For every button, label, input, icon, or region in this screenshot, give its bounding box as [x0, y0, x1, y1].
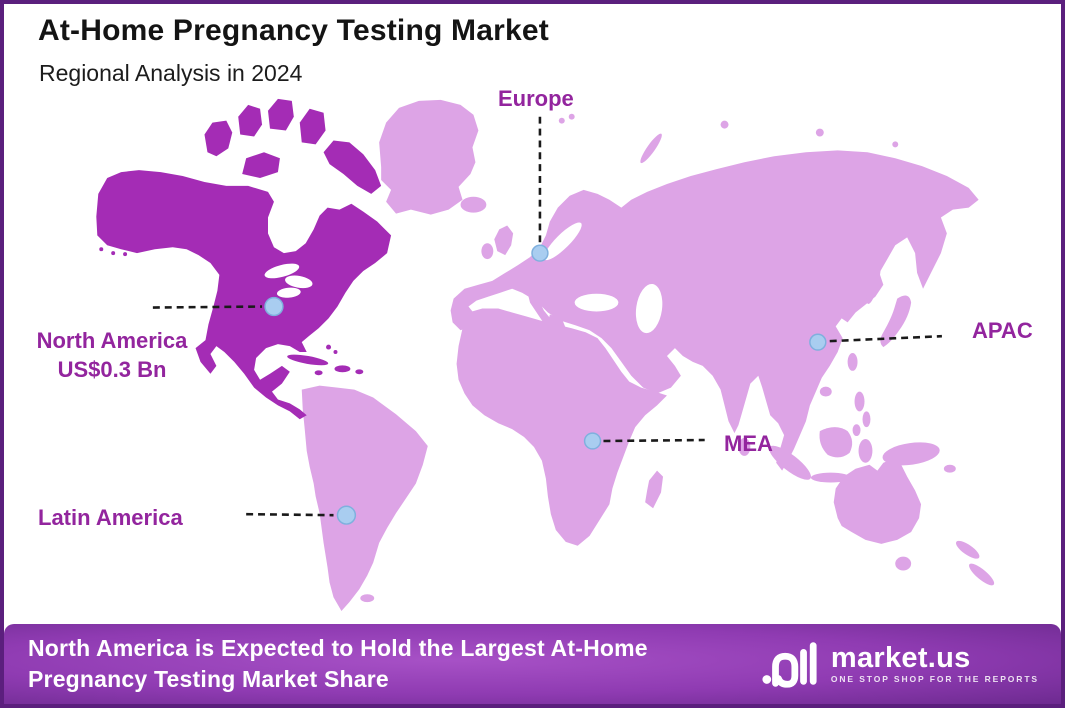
- callout-line-apac: [829, 334, 942, 343]
- marketus-logo: market.us ONE STOP SHOP FOR THE REPORTS: [761, 638, 1039, 690]
- region-label-north-america: North America US$0.3 Bn: [12, 326, 212, 384]
- region-label-latin-america: Latin America: [38, 505, 183, 530]
- marker-dot-europe: [531, 244, 549, 262]
- marketus-logo-name: market.us: [830, 642, 971, 674]
- page-subtitle: Regional Analysis in 2024: [39, 60, 303, 86]
- region-rest-of-world: [301, 99, 995, 612]
- inland-seas: [543, 222, 663, 334]
- callouts: [152, 116, 942, 525]
- world-map: [96, 98, 995, 612]
- callout-line-latin-america: [246, 512, 334, 517]
- region-africa: [456, 308, 667, 546]
- callout-line-north-america: [152, 305, 263, 309]
- region-label-north-america-name: North America: [36, 328, 188, 353]
- page-title: At-Home Pregnancy Testing Market: [38, 14, 549, 47]
- marketus-logo-tagline: ONE STOP SHOP FOR THE REPORTS: [830, 674, 1039, 684]
- north-america-lakes: [264, 263, 313, 298]
- region-australia: [833, 458, 922, 544]
- region-label-europe: Europe: [498, 86, 574, 111]
- region-label-apac: APAC: [972, 318, 1033, 343]
- marker-dot-mea: [583, 432, 602, 450]
- region-label-mea: MEA: [724, 431, 773, 456]
- marker-dot-north-america: [264, 296, 284, 317]
- footer-headline-line1: North America is Expected to Hold the La…: [28, 635, 648, 661]
- marker-dot-apac: [809, 333, 827, 351]
- region-north-america: [96, 98, 392, 420]
- footer-banner: North America is Expected to Hold the La…: [4, 624, 1061, 704]
- marketus-logo-text: market.us ONE STOP SHOP FOR THE REPORTS: [830, 642, 1039, 685]
- callout-line-mea: [603, 438, 705, 443]
- region-eurasia: [450, 150, 979, 471]
- region-value-north-america: US$0.3 Bn: [57, 357, 167, 382]
- region-south-america: [301, 385, 428, 612]
- region-greenland: [379, 99, 479, 215]
- footer-headline-line2: Pregnancy Testing Market Share: [28, 666, 389, 692]
- footer-headline: North America is Expected to Hold the La…: [28, 633, 648, 695]
- marketus-logo-icon: [762, 642, 817, 688]
- marker-dot-latin-america: [336, 505, 357, 525]
